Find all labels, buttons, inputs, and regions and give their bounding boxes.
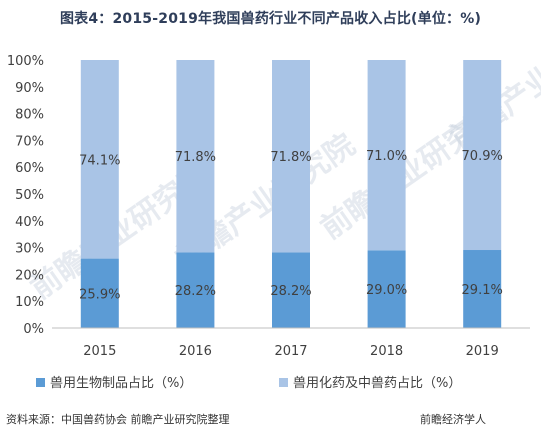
x-tick-label: 2016 — [179, 344, 212, 359]
y-tick-label: 30% — [15, 242, 44, 257]
data-label: 25.9% — [79, 287, 120, 302]
y-tick-label: 20% — [15, 268, 44, 283]
bar-bio-products — [176, 252, 215, 328]
x-axis: 2015 2016 2017 2018 2019 — [52, 327, 530, 359]
bar-chemical-drugs — [176, 60, 215, 253]
bar-chemical-drugs — [463, 60, 502, 251]
source-note: 资料来源：中国兽药协会 前瞻产业研究院整理 — [6, 413, 230, 426]
legend-label: 兽用生物制品占比（%） — [50, 376, 192, 391]
data-label: 28.2% — [175, 284, 216, 299]
y-tick-label: 40% — [15, 215, 44, 230]
y-tick-label: 0% — [23, 322, 44, 337]
brand-note: 前瞻经济学人 — [420, 413, 486, 426]
bar-chemical-drugs — [367, 60, 406, 251]
data-label: 29.0% — [366, 283, 407, 298]
y-tick-label: 90% — [15, 81, 44, 96]
bar-chemical-drugs — [272, 60, 310, 253]
bar-bio-products — [367, 250, 406, 328]
bar-chemical-drugs — [80, 60, 119, 259]
bar-bio-products — [463, 250, 502, 328]
x-tick-label: 2018 — [370, 344, 403, 359]
chart-title: 图表4：2015-2019年我国兽药行业不同产品收入占比(单位：%) — [59, 11, 482, 27]
stacked-bar-chart: 前瞻产业研究院前瞻产业研究院前瞻产业研究院前瞻产业研究院 0%10%20%30%… — [7, 7, 541, 391]
data-label: 74.1% — [79, 153, 120, 168]
bars-layer: 25.9% 74.1% 28.2% 71.8% 28.2% 71.8% 29.0% 71.0%… — [79, 60, 503, 328]
x-tick-label: 2019 — [466, 344, 499, 359]
bar-bio-products — [80, 258, 119, 328]
data-label: 29.1% — [462, 283, 503, 298]
legend: 兽用生物制品占比（%） 兽用化药及中兽药占比（%） — [36, 376, 461, 391]
x-tick-label: 2015 — [83, 344, 116, 359]
y-tick-label: 100% — [7, 54, 44, 69]
x-tick-label: 2017 — [274, 344, 307, 359]
data-label: 71.8% — [270, 150, 311, 165]
legend-label: 兽用化药及中兽药占比（%） — [293, 376, 461, 391]
legend-swatch — [279, 378, 288, 387]
legend-swatch — [36, 378, 45, 387]
bar-bio-products — [272, 252, 310, 328]
y-tick-label: 10% — [15, 295, 44, 310]
y-tick-label: 70% — [15, 134, 44, 149]
y-tick-label: 80% — [15, 108, 44, 123]
y-tick-label: 60% — [15, 161, 44, 176]
y-axis: 0% 10% 20% 30% 40% 50% 60% 70% 80% 90% 100% — [7, 54, 44, 337]
y-tick-label: 50% — [15, 188, 44, 203]
data-label: 70.9% — [462, 149, 503, 164]
data-label: 28.2% — [270, 284, 311, 299]
data-label: 71.8% — [175, 150, 216, 165]
data-label: 71.0% — [366, 149, 407, 164]
